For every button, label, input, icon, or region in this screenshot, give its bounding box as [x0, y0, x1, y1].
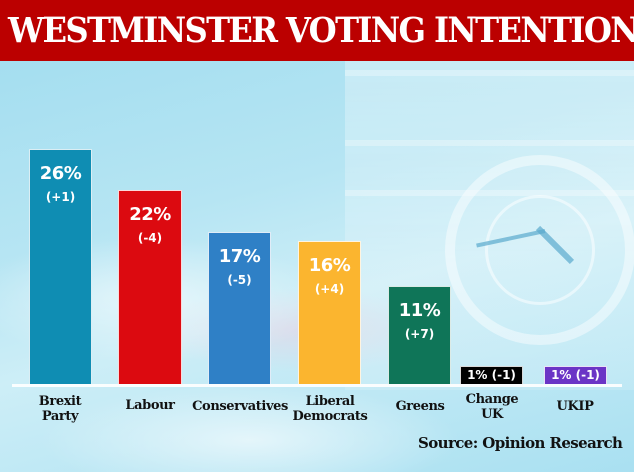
bar-brexit-party: 26% (+1) [29, 149, 92, 384]
bar-ukip: 1% (-1) [544, 366, 607, 384]
source-note: Source: Opinion Research [418, 434, 623, 452]
tower-band [345, 70, 634, 76]
category-label-ukip: UKIP [535, 399, 615, 414]
bar-liberal-democrats: 16% (+4) [298, 241, 361, 384]
category-label-labour: Labour [110, 398, 190, 413]
chart-baseline [12, 384, 622, 387]
bar-value: 17% [218, 246, 261, 267]
label-line: Greens [395, 399, 445, 414]
bar-change: (-5) [227, 273, 252, 287]
bar-change: (+4) [314, 282, 345, 296]
bar-change-uk: 1% (-1) [460, 366, 523, 384]
chart-title: WESTMINSTER VOTING INTENTIONS [8, 10, 634, 51]
clock-inner-ring [485, 195, 595, 305]
bar-value: 1% (-1) [467, 368, 516, 382]
clock-face-icon [445, 155, 634, 345]
label-line: Party [41, 409, 79, 424]
label-line: Change [465, 392, 519, 407]
label-line: Liberal [305, 394, 355, 409]
bar-value: 22% [129, 204, 171, 225]
bar-change: (-4) [137, 231, 163, 245]
bar-labour: 22% (-4) [118, 190, 182, 384]
bar-value: 1% (-1) [551, 368, 600, 382]
tower-band [345, 140, 634, 146]
bar-change: (+1) [45, 190, 76, 204]
category-label-greens: Greens [380, 399, 460, 414]
bar-value: 16% [308, 255, 351, 276]
category-label-liberal-democrats: Liberal Democrats [284, 394, 376, 424]
label-line: Democrats [292, 409, 368, 424]
label-line: Conservatives [192, 399, 288, 414]
bar-conservatives: 17% (-5) [208, 232, 271, 384]
bar-change: (+7) [404, 327, 435, 341]
title-bar: WESTMINSTER VOTING INTENTIONS [0, 0, 634, 61]
bar-greens: 11% (+7) [388, 286, 451, 384]
label-line: Brexit [38, 394, 82, 409]
category-label-brexit-party: Brexit Party [20, 394, 100, 424]
category-label-change-uk: Change UK [452, 392, 532, 422]
label-line: UKIP [556, 399, 594, 414]
bar-value: 26% [39, 163, 82, 184]
label-line: UK [481, 407, 503, 422]
category-label-conservatives: Conservatives [190, 399, 290, 414]
bar-value: 11% [398, 300, 441, 321]
label-line: Labour [125, 398, 175, 413]
